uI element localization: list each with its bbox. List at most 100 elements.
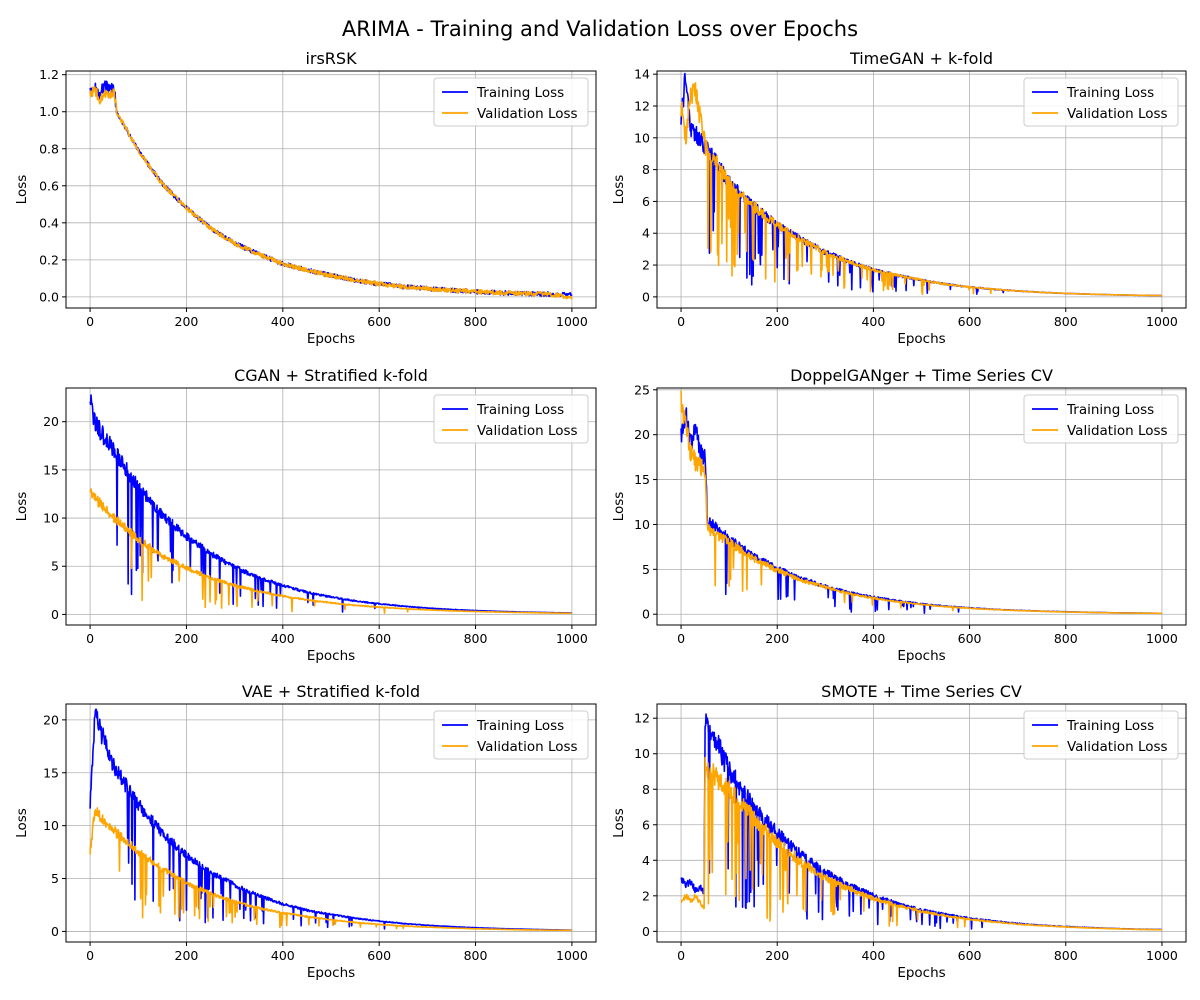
- x-tick-label: 800: [1054, 314, 1078, 329]
- legend: Training Loss Validation Loss: [1023, 394, 1179, 444]
- x-tick-label: 800: [1054, 631, 1078, 646]
- validation-loss-line: [680, 390, 1163, 615]
- legend-label: Validation Loss: [1067, 739, 1168, 755]
- y-axis-label: Loss: [611, 492, 627, 522]
- x-axis-label: Epochs: [897, 965, 945, 981]
- x-tick-label: 1000: [556, 631, 588, 646]
- x-tick-label: 1000: [556, 314, 588, 329]
- x-tick-label: 400: [861, 631, 885, 646]
- x-tick-label: 400: [271, 631, 295, 646]
- legend-box: [433, 394, 589, 444]
- subplot-title: DoppelGANger + Time Series CV: [790, 366, 1053, 385]
- x-axis-label: Epochs: [307, 648, 355, 664]
- x-tick-label: 1000: [1146, 631, 1178, 646]
- validation-loss-line: [680, 756, 1163, 931]
- x-tick-label: 1000: [556, 948, 588, 963]
- y-tick-label: 15: [43, 462, 59, 477]
- y-tick-label: 4: [642, 853, 650, 868]
- y-tick-label: 5: [51, 559, 59, 574]
- y-tick-label: 0: [51, 924, 59, 939]
- y-tick-label: 5: [51, 871, 59, 886]
- y-tick-label: 15: [634, 472, 650, 487]
- subplot-title: SMOTE + Time Series CV: [821, 682, 1022, 701]
- y-tick-label: 20: [43, 414, 59, 429]
- x-tick-label: 200: [175, 631, 199, 646]
- axes-frame: [656, 70, 1187, 309]
- y-tick-label: 12: [634, 98, 650, 113]
- x-tick-label: 1000: [1146, 314, 1178, 329]
- validation-loss-line: [680, 81, 1163, 297]
- figure-title: ARIMA - Training and Validation Loss ove…: [342, 17, 858, 41]
- legend-label: Validation Loss: [477, 106, 578, 122]
- y-tick-label: 1.0: [39, 104, 59, 119]
- y-tick-label: 10: [43, 818, 59, 833]
- x-tick-label: 0: [677, 314, 685, 329]
- x-tick-label: 800: [464, 948, 488, 963]
- subplot-3: 0 200 400 600 800 1000 0 5 10 15 20 CGAN + Stratifi…: [14, 366, 597, 664]
- subplot-title: CGAN + Stratified k-fold: [234, 366, 428, 385]
- legend-label: Training Loss: [1066, 718, 1154, 734]
- x-tick-label: 600: [958, 314, 982, 329]
- x-axis-label: Epochs: [307, 965, 355, 981]
- x-tick-label: 200: [765, 948, 789, 963]
- subplot-2: 0 200 400 600 800 1000 0 2 4 6 8 10 12 14 TimeGAN + k-…: [611, 49, 1187, 347]
- legend: Training Loss Validation Loss: [1023, 710, 1179, 760]
- subplot-title: VAE + Stratified k-fold: [242, 682, 420, 701]
- x-tick-label: 600: [367, 631, 391, 646]
- subplot-4: 0 200 400 600 800 1000 0 5 10 15 20 25 DoppelGANger …: [611, 366, 1187, 664]
- legend-box: [433, 710, 589, 760]
- y-tick-label: 0: [51, 607, 59, 622]
- x-tick-label: 800: [464, 631, 488, 646]
- y-tick-label: 20: [43, 712, 59, 727]
- x-tick-label: 0: [86, 631, 94, 646]
- x-tick-label: 600: [958, 631, 982, 646]
- y-tick-label: 1.2: [39, 67, 59, 82]
- x-tick-label: 800: [464, 314, 488, 329]
- legend-label: Training Loss: [476, 718, 564, 734]
- subplot-title: irsRSK: [305, 49, 357, 68]
- legend: Training Loss Validation Loss: [1023, 77, 1179, 127]
- x-tick-label: 200: [765, 314, 789, 329]
- legend-label: Training Loss: [1066, 402, 1154, 418]
- y-tick-label: 0: [642, 924, 650, 939]
- axes-frame: [65, 703, 597, 943]
- subplot-title: TimeGAN + k-fold: [849, 49, 993, 68]
- y-tick-label: 10: [43, 511, 59, 526]
- y-axis-label: Loss: [14, 808, 30, 838]
- subplot-6: 0 200 400 600 800 1000 0 2 4 6 8 10 12 SMOTE + Time S…: [611, 682, 1187, 981]
- y-tick-label: 10: [634, 130, 650, 145]
- y-tick-label: 0.8: [39, 141, 59, 156]
- legend: Training Loss Validation Loss: [433, 77, 589, 127]
- validation-loss-line: [89, 807, 573, 932]
- x-tick-label: 200: [175, 948, 199, 963]
- y-tick-label: 0: [642, 607, 650, 622]
- axes-frame: [65, 387, 597, 626]
- y-tick-label: 10: [634, 517, 650, 532]
- y-tick-label: 20: [634, 427, 650, 442]
- y-axis-label: Loss: [611, 808, 627, 838]
- y-tick-label: 25: [634, 382, 650, 397]
- axes-frame: [65, 70, 597, 309]
- y-tick-label: 5: [642, 562, 650, 577]
- y-axis-label: Loss: [14, 492, 30, 522]
- y-axis-label: Loss: [14, 175, 30, 205]
- x-tick-label: 600: [367, 948, 391, 963]
- x-tick-label: 0: [677, 631, 685, 646]
- x-tick-label: 200: [765, 631, 789, 646]
- legend-label: Validation Loss: [477, 423, 578, 439]
- legend-label: Validation Loss: [1067, 423, 1168, 439]
- x-tick-label: 400: [861, 314, 885, 329]
- x-tick-label: 0: [86, 948, 94, 963]
- y-tick-label: 0.6: [39, 178, 59, 193]
- y-tick-label: 2: [642, 888, 650, 903]
- legend-label: Validation Loss: [477, 739, 578, 755]
- validation-loss-line: [89, 86, 573, 300]
- x-tick-label: 1000: [1146, 948, 1178, 963]
- x-tick-label: 400: [271, 314, 295, 329]
- y-tick-label: 0.2: [39, 252, 59, 267]
- legend: Training Loss Validation Loss: [433, 394, 589, 444]
- y-tick-label: 15: [43, 765, 59, 780]
- validation-loss-line: [89, 488, 573, 615]
- x-tick-label: 600: [958, 948, 982, 963]
